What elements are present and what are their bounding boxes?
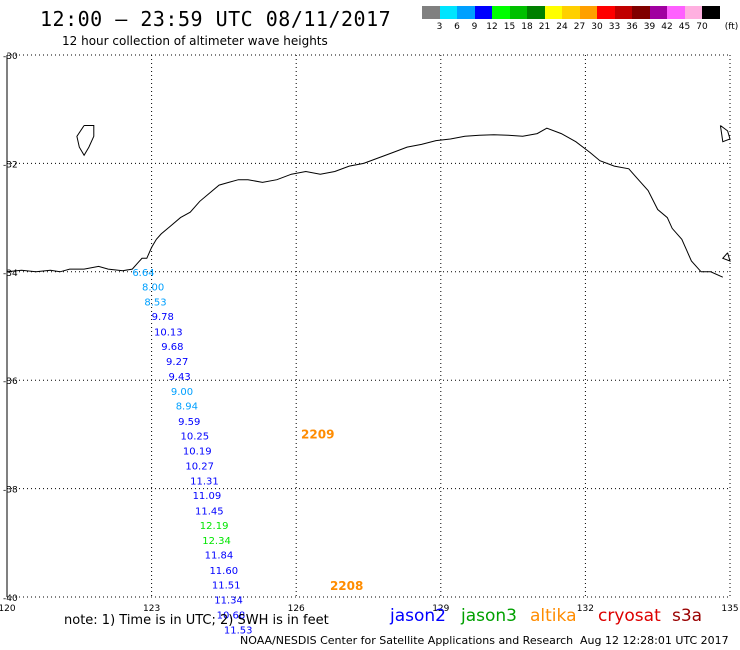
legend-swatch [597, 6, 615, 19]
australia-south-coast [6, 127, 724, 278]
coastline [6, 125, 731, 278]
wave-height-label: 11.53 [224, 626, 253, 637]
satellite-name-jason2: jason2 [390, 606, 446, 626]
satellite-name-altika: altika [530, 606, 577, 626]
wave-height-label: 10.19 [183, 447, 212, 458]
legend-tick-label: 12 [486, 22, 498, 32]
satellite-name-cryosat: cryosat [598, 606, 661, 626]
longitude-label: 135 [721, 604, 738, 614]
legend-tick-label: 18 [521, 22, 533, 32]
credit-line: NOAA/NESDIS Center for Satellite Applica… [240, 634, 574, 647]
wave-height-label: 9.59 [178, 417, 200, 428]
latitude-label: -38 [3, 486, 18, 496]
wave-height-label: 8.00 [142, 282, 164, 293]
island-outline [76, 125, 95, 157]
wave-height-label: 8.53 [144, 298, 166, 309]
track-time-label: 2209 [301, 427, 334, 441]
legend-tick-label: 15 [503, 22, 516, 32]
wave-height-label: 8.94 [176, 402, 198, 413]
legend-tick-label: 9 [471, 22, 478, 32]
island-outline [721, 252, 731, 262]
legend-tick-label: 27 [573, 22, 586, 32]
wave-height-label: 11.84 [205, 551, 234, 562]
legend-tick-label: 39 [643, 22, 656, 32]
satellite-name-jason3: jason3 [461, 606, 517, 626]
legend-swatch [667, 6, 685, 19]
wave-height-label: 9.68 [161, 342, 183, 353]
legend-swatch [632, 6, 650, 19]
island-outline [719, 125, 731, 143]
wave-height-label: 11.45 [195, 506, 224, 517]
latitude-label: -40 [3, 594, 18, 604]
map-subtitle: 12 hour collection of altimeter wave hei… [62, 34, 328, 48]
legend-tick-label: 45 [678, 22, 691, 32]
legend-tick-label: 24 [556, 22, 568, 32]
wave-height-label: 11.60 [209, 566, 238, 577]
legend-tick-label: 70 [696, 22, 708, 32]
footer-note: note: 1) Time is in UTC; 2) SWH is in fe… [64, 613, 329, 628]
wave-height-label: 9.78 [152, 312, 174, 323]
legend-swatch [614, 6, 632, 19]
legend-tick-label: 36 [626, 22, 638, 32]
wave-observations: 6.64 8.00 8.53 9.78 10.13 9.68 9.27 9.43 9.00 8.9… [132, 268, 363, 637]
legend-swatch [579, 6, 597, 19]
legend-swatch [422, 6, 440, 19]
latitude-label: -32 [3, 160, 18, 170]
longitude-label: 120 [0, 604, 16, 614]
legend-tick-label: 3 [436, 22, 443, 32]
graticule [6, 54, 731, 598]
wave-height-label: 10.25 [181, 431, 210, 442]
longitude-label: 132 [577, 604, 594, 614]
latitude-label: -36 [3, 377, 18, 387]
wave-height-label: 11.51 [212, 581, 241, 592]
legend-swatch [684, 6, 702, 19]
wave-height-label: 9.27 [166, 357, 188, 368]
wave-height-label: 9.43 [168, 372, 190, 383]
wave-height-label: 10.68 [217, 610, 246, 621]
satellite-name-s3a: s3a [672, 606, 703, 626]
legend-swatch [527, 6, 545, 19]
legend-swatch [649, 6, 667, 19]
wave-height-label: 11.34 [214, 596, 243, 607]
wave-height-label: 10.13 [154, 327, 183, 338]
wave-height-label: 12.19 [200, 521, 229, 532]
legend-swatch [544, 6, 562, 19]
legend-swatch [702, 6, 720, 19]
legend-swatch [509, 6, 527, 19]
generation-timestamp: Aug 12 12:28:01 UTC 2017 [580, 634, 729, 647]
map-title: 12:00 – 23:59 UTC 08/11/2017 [40, 7, 392, 31]
wave-height-label: 9.00 [171, 387, 193, 398]
legend-tick-label: 33 [608, 22, 621, 32]
color-scale-legend [422, 6, 720, 19]
latitude-label: -34 [3, 269, 18, 279]
legend-swatch [562, 6, 580, 19]
latitude-label: -30 [3, 52, 18, 62]
legend-unit: (ft) [724, 22, 739, 32]
wave-height-label: 10.27 [185, 461, 214, 472]
wave-height-label: 11.31 [190, 476, 219, 487]
legend-tick-label: 21 [538, 22, 551, 32]
longitude-label: 123 [143, 604, 160, 614]
legend-tick-label: 42 [661, 22, 673, 32]
legend-swatch [492, 6, 510, 19]
legend-tick-label: 6 [454, 22, 460, 32]
wave-height-label: 11.09 [193, 491, 222, 502]
longitude-label: 126 [288, 604, 305, 614]
wave-height-label: 6.64 [132, 268, 154, 279]
legend-swatch [457, 6, 475, 19]
legend-tick-label: 30 [591, 22, 603, 32]
track-time-label: 2208 [330, 579, 363, 593]
longitude-label: 129 [432, 604, 449, 614]
legend-swatch [439, 6, 457, 19]
wave-height-label: 12.34 [202, 536, 231, 547]
legend-swatch [474, 6, 492, 19]
